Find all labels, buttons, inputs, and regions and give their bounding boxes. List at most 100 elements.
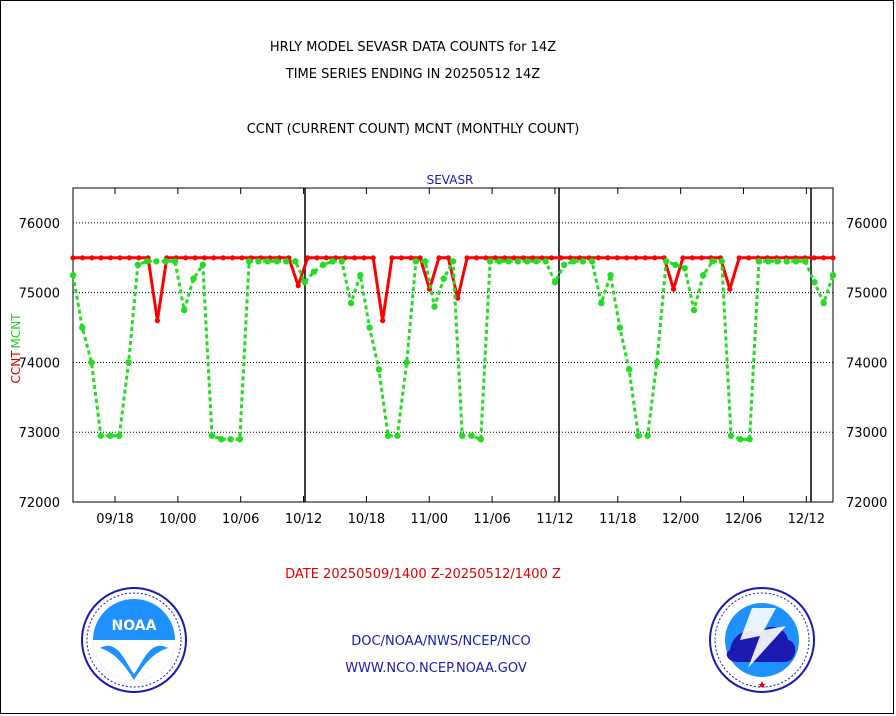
point-mcnt-62 bbox=[644, 432, 651, 439]
point-mcnt-72 bbox=[737, 436, 744, 443]
point-ccnt-9 bbox=[154, 318, 160, 324]
point-ccnt-37 bbox=[417, 255, 423, 261]
point-mcnt-57 bbox=[598, 299, 605, 307]
point-mcnt-48 bbox=[514, 258, 522, 265]
point-mcnt-23 bbox=[283, 258, 290, 265]
point-ccnt-44 bbox=[483, 255, 489, 261]
point-mcnt-60 bbox=[625, 366, 633, 373]
point-mcnt-78 bbox=[792, 258, 800, 265]
point-mcnt-68 bbox=[700, 272, 707, 279]
point-mcnt-2 bbox=[88, 359, 95, 366]
point-mcnt-82 bbox=[829, 272, 837, 279]
point-mcnt-45 bbox=[486, 258, 494, 265]
point-mcnt-24 bbox=[292, 258, 299, 265]
point-ccnt-45 bbox=[492, 255, 498, 261]
point-ccnt-25 bbox=[305, 255, 311, 261]
x-tick-label-12-06: 12/06 bbox=[725, 512, 762, 527]
point-mcnt-15 bbox=[208, 432, 216, 439]
y-tick-left-76000: 76000 bbox=[19, 217, 60, 232]
point-mcnt-73 bbox=[746, 436, 753, 443]
point-mcnt-29 bbox=[338, 258, 345, 265]
point-mcnt-58 bbox=[607, 272, 614, 279]
date-range: DATE 20250509/1400 Z-20250512/1400 Z bbox=[285, 567, 561, 582]
y-tick-right-72000: 72000 bbox=[846, 496, 887, 511]
plot-border bbox=[72, 187, 834, 503]
point-mcnt-13 bbox=[190, 275, 197, 282]
point-mcnt-40 bbox=[440, 275, 447, 282]
point-ccnt-26 bbox=[314, 255, 320, 261]
point-ccnt-48 bbox=[520, 255, 527, 261]
point-ccnt-0 bbox=[70, 255, 76, 261]
point-ccnt-58 bbox=[614, 255, 620, 261]
x-tick-label-11-12: 11/12 bbox=[536, 512, 573, 527]
point-mcnt-21 bbox=[264, 258, 271, 265]
point-ccnt-66 bbox=[689, 255, 695, 261]
point-mcnt-7 bbox=[134, 261, 142, 268]
point-mcnt-12 bbox=[181, 306, 188, 314]
point-mcnt-80 bbox=[811, 279, 818, 286]
y-label-mcnt: MCNT bbox=[9, 313, 23, 349]
point-ccnt-34 bbox=[389, 255, 395, 261]
point-ccnt-24 bbox=[295, 283, 301, 289]
point-mcnt-19 bbox=[245, 258, 253, 265]
point-ccnt-35 bbox=[398, 255, 404, 261]
point-mcnt-6 bbox=[125, 359, 132, 366]
point-ccnt-36 bbox=[408, 255, 414, 261]
y-tick-right-73000: 73000 bbox=[846, 426, 887, 441]
point-mcnt-51 bbox=[542, 258, 549, 265]
point-mcnt-77 bbox=[783, 258, 790, 265]
series-line-mcnt bbox=[71, 259, 835, 441]
point-ccnt-33 bbox=[380, 318, 386, 324]
point-mcnt-81 bbox=[820, 299, 827, 307]
x-tick-label-11-00: 11/00 bbox=[411, 512, 448, 527]
point-mcnt-22 bbox=[273, 258, 281, 265]
nws-logo bbox=[709, 587, 815, 693]
point-ccnt-43 bbox=[473, 255, 480, 261]
point-ccnt-47 bbox=[511, 255, 517, 261]
point-mcnt-49 bbox=[523, 258, 531, 265]
point-mcnt-46 bbox=[496, 258, 503, 265]
footer-line1: DOC/NOAA/NWS/NCEP/NCO bbox=[351, 634, 530, 649]
point-mcnt-17 bbox=[227, 436, 234, 443]
point-mcnt-10 bbox=[162, 258, 169, 265]
point-mcnt-33 bbox=[375, 366, 383, 373]
noaa-logo: NOAA bbox=[81, 587, 187, 693]
point-ccnt-31 bbox=[361, 255, 367, 261]
point-ccnt-30 bbox=[351, 255, 358, 261]
point-mcnt-5 bbox=[116, 432, 123, 439]
point-ccnt-32 bbox=[370, 255, 376, 261]
noaa-logo-text: NOAA bbox=[112, 618, 157, 634]
point-mcnt-1 bbox=[79, 324, 86, 331]
point-mcnt-55 bbox=[579, 258, 586, 265]
point-mcnt-38 bbox=[422, 258, 429, 265]
point-mcnt-20 bbox=[255, 258, 262, 265]
point-ccnt-42 bbox=[464, 255, 470, 261]
point-ccnt-1 bbox=[79, 255, 85, 261]
point-mcnt-3 bbox=[97, 432, 105, 439]
point-mcnt-66 bbox=[681, 265, 688, 272]
point-ccnt-6 bbox=[126, 255, 132, 261]
plot-area: 72000 72000 73000 73000 74000 74000 75000 75000… bbox=[19, 187, 887, 527]
y-tick-right-76000: 76000 bbox=[846, 217, 887, 232]
point-ccnt-18 bbox=[239, 255, 245, 261]
x-tick-label-12-00: 12/00 bbox=[662, 512, 699, 527]
point-ccnt-40 bbox=[445, 255, 451, 261]
point-ccnt-13 bbox=[192, 255, 198, 261]
panel-label: SEVASR bbox=[427, 173, 474, 187]
point-ccnt-56 bbox=[595, 255, 602, 261]
point-ccnt-16 bbox=[220, 255, 226, 261]
point-mcnt-11 bbox=[171, 258, 179, 265]
point-mcnt-79 bbox=[802, 258, 809, 265]
point-ccnt-67 bbox=[699, 255, 705, 261]
point-mcnt-28 bbox=[329, 258, 336, 265]
point-mcnt-53 bbox=[561, 261, 568, 268]
point-mcnt-35 bbox=[394, 432, 401, 439]
x-tick-label-10-12: 10/12 bbox=[285, 512, 322, 527]
point-mcnt-69 bbox=[709, 258, 716, 265]
y-axis-label: CCNT MCNT bbox=[9, 313, 23, 384]
point-ccnt-57 bbox=[605, 255, 611, 261]
point-mcnt-65 bbox=[672, 261, 679, 268]
point-ccnt-7 bbox=[136, 255, 142, 261]
point-mcnt-8 bbox=[143, 258, 151, 265]
